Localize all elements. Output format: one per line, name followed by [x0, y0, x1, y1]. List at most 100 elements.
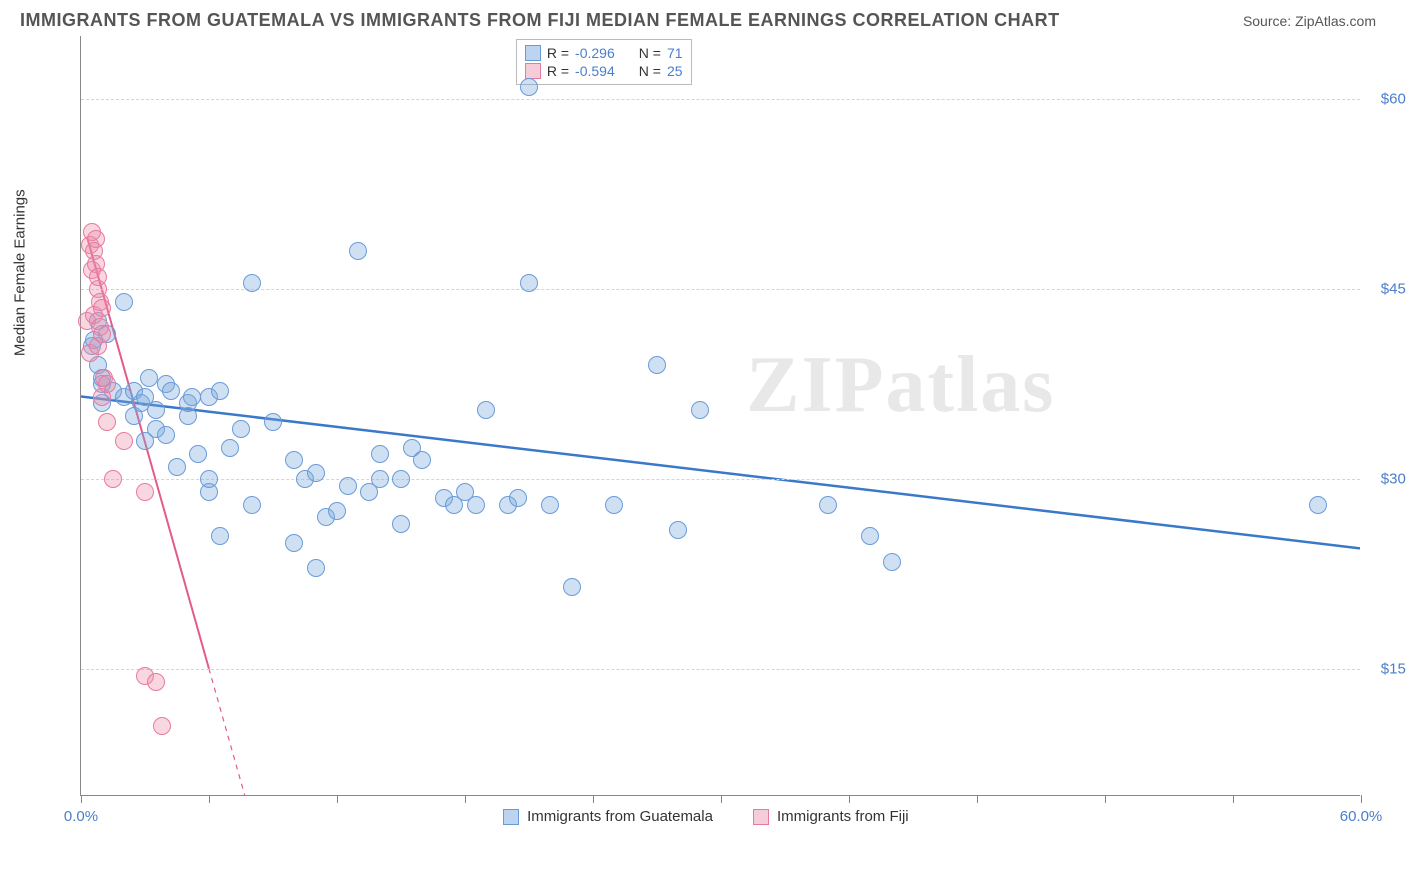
data-point — [115, 432, 133, 450]
title-row: IMMIGRANTS FROM GUATEMALA VS IMMIGRANTS … — [20, 10, 1386, 36]
chart-container: IMMIGRANTS FROM GUATEMALA VS IMMIGRANTS … — [0, 0, 1406, 892]
x-tick — [81, 795, 82, 803]
data-point — [168, 458, 186, 476]
data-point — [669, 521, 687, 539]
data-point — [371, 445, 389, 463]
data-point — [232, 420, 250, 438]
data-point — [328, 502, 346, 520]
legend-label: Immigrants from Fiji — [777, 808, 909, 825]
data-point — [136, 483, 154, 501]
n-value: 71 — [667, 45, 683, 61]
x-tick — [977, 795, 978, 803]
r-label: R = — [547, 63, 569, 79]
x-tick — [209, 795, 210, 803]
data-point — [392, 515, 410, 533]
data-point — [861, 527, 879, 545]
data-point — [89, 268, 107, 286]
data-point — [115, 293, 133, 311]
data-point — [605, 496, 623, 514]
data-point — [98, 375, 116, 393]
trend-line-dashed — [209, 669, 252, 796]
legend-item: Immigrants from Fiji — [753, 808, 909, 825]
data-point — [93, 299, 111, 317]
data-point — [371, 470, 389, 488]
data-point — [509, 489, 527, 507]
y-axis-label: Median Female Earnings — [12, 189, 29, 356]
legend-swatch — [503, 809, 519, 825]
gridline — [81, 669, 1360, 670]
data-point — [140, 369, 158, 387]
legend-stat-row: R = -0.296N = 71 — [525, 44, 683, 62]
data-point — [541, 496, 559, 514]
y-tick-label: $15,000 — [1365, 661, 1406, 678]
data-point — [87, 230, 105, 248]
legend-item: Immigrants from Guatemala — [503, 808, 713, 825]
data-point — [307, 559, 325, 577]
n-value: 25 — [667, 63, 683, 79]
data-point — [392, 470, 410, 488]
x-tick — [849, 795, 850, 803]
data-point — [413, 451, 431, 469]
x-tick — [465, 795, 466, 803]
x-tick-label: 60.0% — [1340, 808, 1383, 825]
legend-series: Immigrants from Guatemala Immigrants from… — [503, 808, 909, 825]
data-point — [183, 388, 201, 406]
r-value: -0.594 — [575, 63, 615, 79]
source-label: Source: ZipAtlas.com — [1243, 13, 1376, 29]
x-tick — [1105, 795, 1106, 803]
data-point — [349, 242, 367, 260]
gridline — [81, 289, 1360, 290]
data-point — [98, 413, 116, 431]
gridline — [81, 479, 1360, 480]
x-tick — [593, 795, 594, 803]
x-tick — [1361, 795, 1362, 803]
data-point — [819, 496, 837, 514]
r-value: -0.296 — [575, 45, 615, 61]
n-label: N = — [639, 45, 661, 61]
n-label: N = — [639, 63, 661, 79]
data-point — [520, 274, 538, 292]
data-point — [147, 401, 165, 419]
data-point — [200, 470, 218, 488]
data-point — [883, 553, 901, 571]
legend-label: Immigrants from Guatemala — [527, 808, 713, 825]
plot-area: ZIPatlas R = -0.296 N = 71R = -0.594 N = 2… — [80, 36, 1360, 796]
data-point — [211, 527, 229, 545]
data-point — [285, 451, 303, 469]
watermark: ZIPatlas — [746, 340, 1055, 431]
chart-area: Median Female Earnings ZIPatlas R = -0.2… — [40, 36, 1400, 826]
x-tick — [337, 795, 338, 803]
data-point — [264, 413, 282, 431]
y-tick-label: $30,000 — [1365, 471, 1406, 488]
x-tick — [1233, 795, 1234, 803]
data-point — [157, 426, 175, 444]
data-point — [221, 439, 239, 457]
data-point — [307, 464, 325, 482]
data-point — [243, 274, 261, 292]
data-point — [1309, 496, 1327, 514]
data-point — [211, 382, 229, 400]
data-point — [477, 401, 495, 419]
legend-swatch — [525, 63, 541, 79]
data-point — [467, 496, 485, 514]
data-point — [520, 78, 538, 96]
data-point — [648, 356, 666, 374]
data-point — [93, 325, 111, 343]
y-tick-label: $45,000 — [1365, 281, 1406, 298]
gridline — [81, 99, 1360, 100]
data-point — [189, 445, 207, 463]
data-point — [243, 496, 261, 514]
legend-stats: R = -0.296 N = 71R = -0.594 N = 25 — [516, 39, 692, 85]
data-point — [153, 717, 171, 735]
data-point — [162, 382, 180, 400]
data-point — [147, 673, 165, 691]
legend-stat-row: R = -0.594 N = 25 — [525, 62, 683, 80]
chart-title: IMMIGRANTS FROM GUATEMALA VS IMMIGRANTS … — [20, 10, 1060, 31]
data-point — [339, 477, 357, 495]
data-point — [285, 534, 303, 552]
legend-swatch — [753, 809, 769, 825]
y-tick-label: $60,000 — [1365, 91, 1406, 108]
data-point — [563, 578, 581, 596]
x-tick — [721, 795, 722, 803]
x-tick-label: 0.0% — [64, 808, 98, 825]
